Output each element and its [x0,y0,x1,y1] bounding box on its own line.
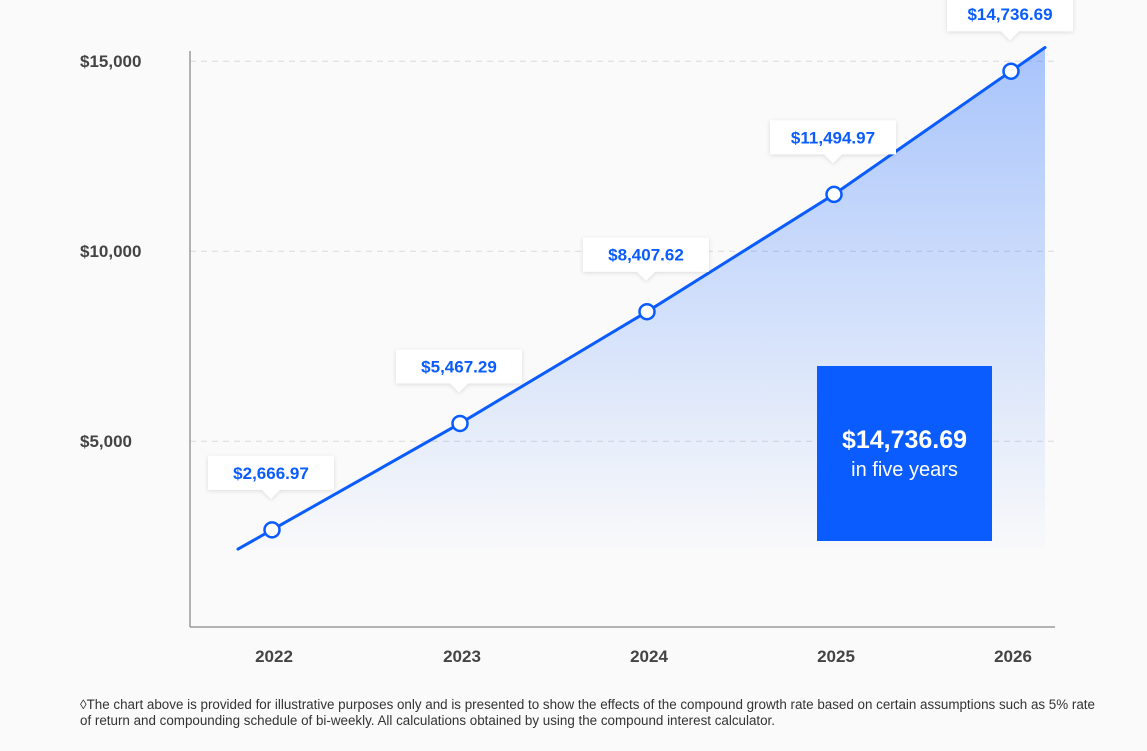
x-tick-label: 2024 [630,647,668,666]
x-tick-label: 2022 [255,647,293,666]
y-tick-labels: $5,000 $10,000 $15,000 [80,52,141,451]
y-tick-label: $5,000 [80,432,132,451]
data-label: $5,467.29 [421,357,497,376]
axes [189,51,1055,628]
data-label-callout: $14,736.69 [947,0,1073,41]
x-tick-labels: 2022 2023 2024 2025 2026 [255,647,1032,666]
data-label-callouts: $2,666.97 $5,467.29 $8,407.62 $11,494.97 $14… [208,0,1073,499]
data-points [263,62,1020,539]
data-label-callout: $5,467.29 [396,349,522,393]
data-point [451,414,469,433]
x-tick-label: 2025 [817,647,855,666]
data-label: $8,407.62 [608,246,684,265]
disclaimer-footnote: ◊The chart above is provided for illustr… [80,697,1095,728]
summary-box: $14,736.69 in five years [817,366,992,541]
data-point [1002,62,1020,80]
growth-chart: $5,000$10,000$15,000 2022 2023 2024 2025 202… [80,0,1073,666]
summary-value: $14,736.69 [841,425,968,454]
data-label-callout: $11,494.97 [770,120,896,164]
data-point [638,302,656,321]
callout-bubble [208,455,334,499]
data-label-callout: $8,407.62 [583,237,709,281]
data-label: $11,494.97 [791,128,875,147]
summary-caption: in five years [851,458,958,481]
data-label: $14,736.69 [967,5,1052,24]
x-tick-label: 2023 [443,647,481,666]
x-tick-label: 2026 [994,647,1032,666]
data-label-callout: $2,666.97 [208,455,334,499]
callout-bubble [396,349,522,393]
y-tick-label: $10,000 [80,242,141,261]
data-point [263,521,281,539]
callout-bubble [770,120,896,164]
callout-bubble [947,0,1073,41]
callout-bubble [583,237,709,281]
data-label: $2,666.97 [233,464,309,483]
data-point [825,185,843,204]
y-tick-label: $15,000 [80,52,141,71]
